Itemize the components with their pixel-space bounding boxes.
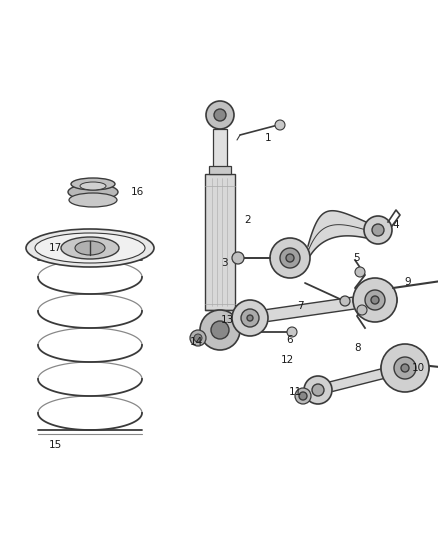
- Text: 8: 8: [355, 343, 361, 353]
- Circle shape: [304, 376, 332, 404]
- Circle shape: [394, 357, 416, 379]
- Circle shape: [200, 310, 240, 350]
- Circle shape: [211, 321, 229, 339]
- Ellipse shape: [26, 229, 154, 267]
- Text: 3: 3: [221, 258, 227, 268]
- Circle shape: [247, 315, 253, 321]
- Circle shape: [381, 344, 429, 392]
- Circle shape: [401, 364, 409, 372]
- Circle shape: [295, 388, 311, 404]
- Circle shape: [357, 305, 367, 315]
- Ellipse shape: [71, 178, 115, 190]
- Text: 12: 12: [280, 355, 293, 365]
- Text: 5: 5: [353, 253, 359, 263]
- Circle shape: [287, 327, 297, 337]
- Circle shape: [286, 254, 294, 262]
- Circle shape: [299, 392, 307, 400]
- Text: 9: 9: [405, 277, 411, 287]
- Text: 11: 11: [288, 387, 302, 397]
- Circle shape: [372, 224, 384, 236]
- Circle shape: [194, 334, 202, 342]
- Circle shape: [241, 309, 259, 327]
- Text: 10: 10: [411, 363, 424, 373]
- Text: 7: 7: [297, 301, 303, 311]
- Circle shape: [365, 290, 385, 310]
- Ellipse shape: [80, 182, 106, 190]
- Circle shape: [206, 101, 234, 129]
- Circle shape: [275, 120, 285, 130]
- Ellipse shape: [69, 193, 117, 207]
- Text: 13: 13: [220, 315, 233, 325]
- Circle shape: [232, 252, 244, 264]
- Polygon shape: [267, 297, 354, 321]
- Text: 15: 15: [48, 440, 62, 450]
- Bar: [213, 129, 227, 170]
- Ellipse shape: [61, 237, 119, 259]
- Text: 2: 2: [245, 215, 251, 225]
- Text: 14: 14: [189, 337, 203, 347]
- Ellipse shape: [68, 184, 118, 200]
- Circle shape: [190, 330, 206, 346]
- Circle shape: [340, 296, 350, 306]
- Bar: [205, 174, 235, 310]
- Circle shape: [232, 300, 268, 336]
- Polygon shape: [306, 211, 366, 263]
- Circle shape: [312, 384, 324, 396]
- Circle shape: [270, 238, 310, 278]
- Circle shape: [371, 296, 379, 304]
- Circle shape: [355, 267, 365, 277]
- Text: 16: 16: [131, 187, 144, 197]
- Text: 17: 17: [48, 243, 62, 253]
- Circle shape: [353, 278, 397, 322]
- Circle shape: [214, 109, 226, 121]
- Ellipse shape: [35, 233, 145, 263]
- Text: 6: 6: [287, 335, 293, 345]
- Ellipse shape: [75, 241, 105, 255]
- Bar: [209, 166, 231, 174]
- Circle shape: [280, 248, 300, 268]
- Text: 1: 1: [265, 133, 271, 143]
- Text: 4: 4: [393, 220, 399, 230]
- Polygon shape: [330, 369, 383, 391]
- Circle shape: [364, 216, 392, 244]
